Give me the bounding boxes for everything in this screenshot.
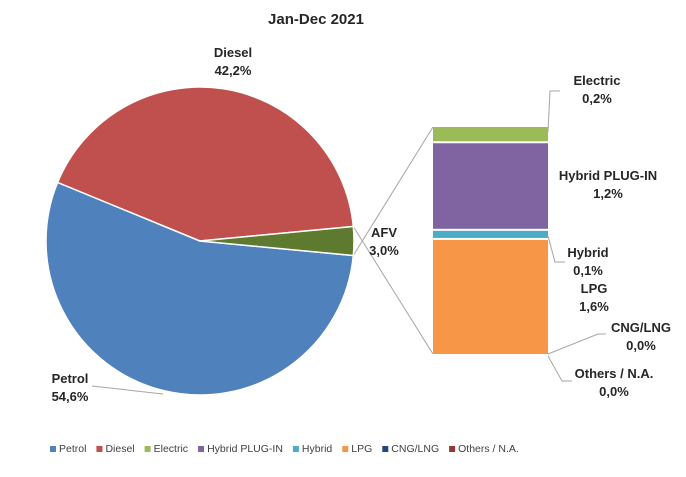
data-label-diesel-value: 42,2% (215, 63, 252, 78)
legend-item-electric: Electric (144, 443, 188, 455)
legend-swatch-electric (144, 446, 151, 452)
legend-label-hybrid-plug-in: Hybrid PLUG-IN (207, 443, 283, 455)
data-label-petrol-name: Petrol (52, 371, 89, 386)
pie-slice-diesel (56, 86, 355, 242)
data-label-hybrid-value: 0,1% (573, 263, 603, 278)
data-label-lpg-name: LPG (581, 281, 608, 296)
bar-segment-hybrid-plug-in (433, 143, 548, 229)
legend-label-cng-lng: CNG/LNG (391, 443, 439, 455)
bar-segment-hybrid (433, 230, 548, 238)
data-label-afv-name: AFV (371, 225, 397, 240)
legend-item-cng-lng: CNG/LNG (382, 443, 439, 455)
data-label-hybrid-plug-in-name: Hybrid PLUG-IN (559, 168, 657, 183)
pie-slice-petrol (45, 181, 355, 396)
data-labels: Diesel 42,2% AFV 3,0% Petrol 54,6% Electric 0,2… (52, 45, 671, 404)
data-label-petrol-value: 54,6% (52, 389, 89, 404)
data-label-lpg: LPG 1,6% (579, 281, 609, 314)
data-label-hybrid: Hybrid 0,1% (567, 245, 608, 278)
legend-swatch-others-n-a (449, 446, 456, 452)
data-label-hybrid-plug-in-value: 1,2% (593, 186, 623, 201)
pie-chart (45, 86, 355, 396)
legend-swatch-hybrid-plug-in (198, 446, 205, 452)
data-label-cng-lng-name: CNG/LNG (611, 320, 671, 335)
legend-label-others-n-a: Others / N.A. (458, 443, 519, 455)
data-label-diesel: Diesel 42,2% (214, 45, 252, 78)
legend-swatch-cng-lng (382, 446, 389, 452)
legend-label-electric: Electric (154, 443, 188, 455)
legend-item-diesel: Diesel (96, 443, 135, 455)
legend-item-hybrid: Hybrid (292, 443, 333, 455)
data-label-afv: AFV 3,0% (369, 225, 399, 258)
bar-segment-electric (433, 127, 548, 142)
bar-segment-lpg (433, 239, 548, 354)
data-label-hybrid-name: Hybrid (567, 245, 608, 260)
data-label-electric: Electric 0,2% (574, 73, 621, 106)
legend-swatch-diesel (96, 446, 103, 452)
data-label-cng-lng-value: 0,0% (626, 338, 656, 353)
connector-lines (352, 126, 434, 355)
data-label-electric-value: 0,2% (582, 91, 612, 106)
data-label-others-n-a: Others / N.A. 0,0% (575, 366, 654, 399)
leader-line-others (547, 355, 572, 382)
legend-item-others-n-a: Others / N.A. (449, 443, 519, 455)
connector-line-top (352, 126, 434, 256)
data-label-others-n-a-value: 0,0% (599, 384, 629, 399)
leader-line-petrol (91, 385, 164, 395)
legend-item-lpg: LPG (342, 443, 372, 455)
data-label-afv-value: 3,0% (369, 243, 399, 258)
chart-title: Jan-Dec 2021 (268, 11, 364, 28)
afv-breakdown-bar (433, 127, 548, 354)
leader-line-cng-lng (547, 333, 606, 355)
legend: Petrol Diesel Electric Hybrid PLUG-IN Hybrid… (50, 443, 519, 455)
data-label-electric-name: Electric (574, 73, 621, 88)
legend-swatch-hybrid (292, 446, 299, 452)
legend-label-petrol: Petrol (59, 443, 86, 455)
leader-line-hybrid (547, 235, 565, 263)
legend-swatch-petrol (50, 446, 56, 452)
legend-label-hybrid: Hybrid (302, 443, 333, 455)
leader-line-electric (547, 90, 560, 133)
data-label-lpg-value: 1,6% (579, 299, 609, 314)
data-label-petrol: Petrol 54,6% (52, 371, 89, 404)
legend-swatch-lpg (342, 446, 349, 452)
data-label-cng-lng: CNG/LNG 0,0% (611, 320, 671, 353)
legend-item-petrol: Petrol (50, 443, 86, 455)
legend-item-hybrid-plug-in: Hybrid PLUG-IN (198, 443, 283, 455)
pie-slice-afv (199, 225, 355, 257)
legend-label-diesel: Diesel (105, 443, 134, 455)
connector-line-bottom (352, 226, 434, 355)
data-label-others-n-a-name: Others / N.A. (575, 366, 654, 381)
data-label-hybrid-plug-in: Hybrid PLUG-IN 1,2% (559, 168, 657, 201)
data-label-diesel-name: Diesel (214, 45, 252, 60)
legend-label-lpg: LPG (351, 443, 372, 455)
